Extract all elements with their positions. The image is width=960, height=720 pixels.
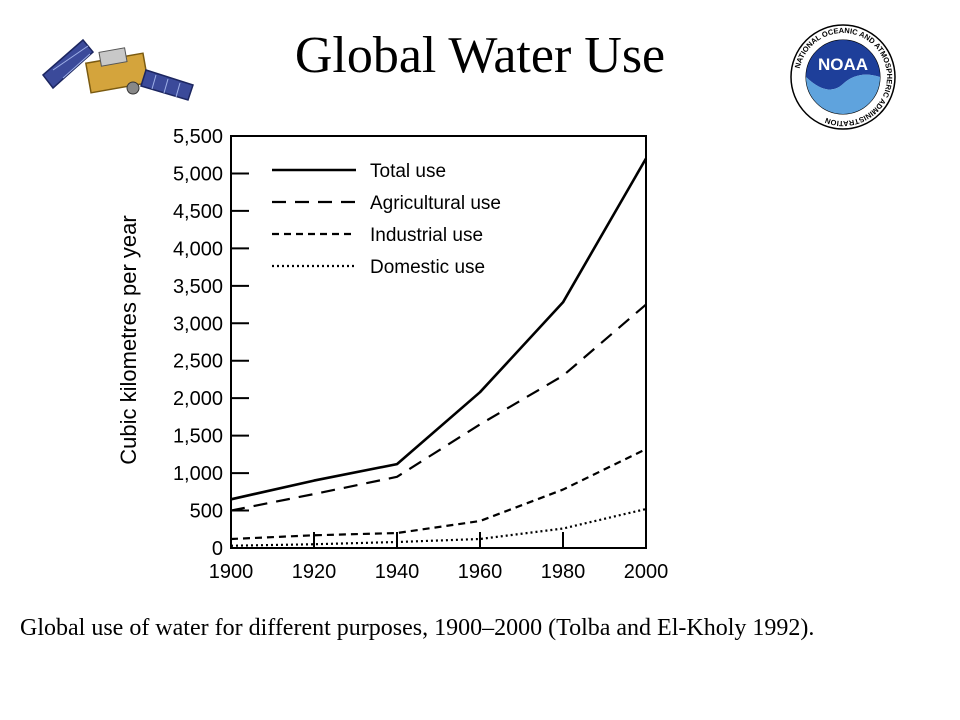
y-tick-label: 3,000 [173,313,223,335]
legend-label: Industrial use [370,225,483,246]
series-line-agricultural-use [230,303,647,512]
legend-label: Agricultural use [370,193,501,214]
y-tick-label: 2,500 [173,351,223,373]
x-tick-label: 1980 [541,561,586,583]
y-tick-label: 2,000 [173,388,223,410]
x-tick-label: 1900 [209,561,254,583]
y-tick-label: 3,500 [173,276,223,298]
slide-title: Global Water Use [294,27,666,84]
satellite-icon [41,38,194,101]
y-tick-label: 4,000 [173,238,223,260]
series-line-domestic-use [230,507,647,547]
noaa-logo: NATIONAL OCEANIC AND ATMOSPHERIC ADMINIS… [790,24,896,130]
legend-label: Domestic use [370,257,485,278]
y-tick-label: 5,000 [173,163,223,185]
y-tick-label: 500 [190,501,223,523]
y-tick-label: 4,500 [173,201,223,223]
y-tick-label: 1,500 [173,426,223,448]
series-line-industrial-use [230,448,647,541]
legend-label: Total use [370,161,446,182]
x-tick-label: 1960 [458,561,503,583]
x-tick-label: 2000 [624,561,669,583]
y-tick-label: 1,000 [173,463,223,485]
series-line-total-use [230,157,648,501]
plot-frame [230,135,647,549]
x-tick-label: 1940 [375,561,420,583]
y-axis-title: Cubic kilometres per year [116,215,141,464]
noaa-logo-text: NOAA [818,55,868,74]
y-tick-label: 5,500 [173,126,223,148]
figure-caption: Global use of water for different purpos… [20,615,815,641]
y-tick-label: 0 [212,538,223,560]
x-tick-label: 1920 [292,561,337,583]
